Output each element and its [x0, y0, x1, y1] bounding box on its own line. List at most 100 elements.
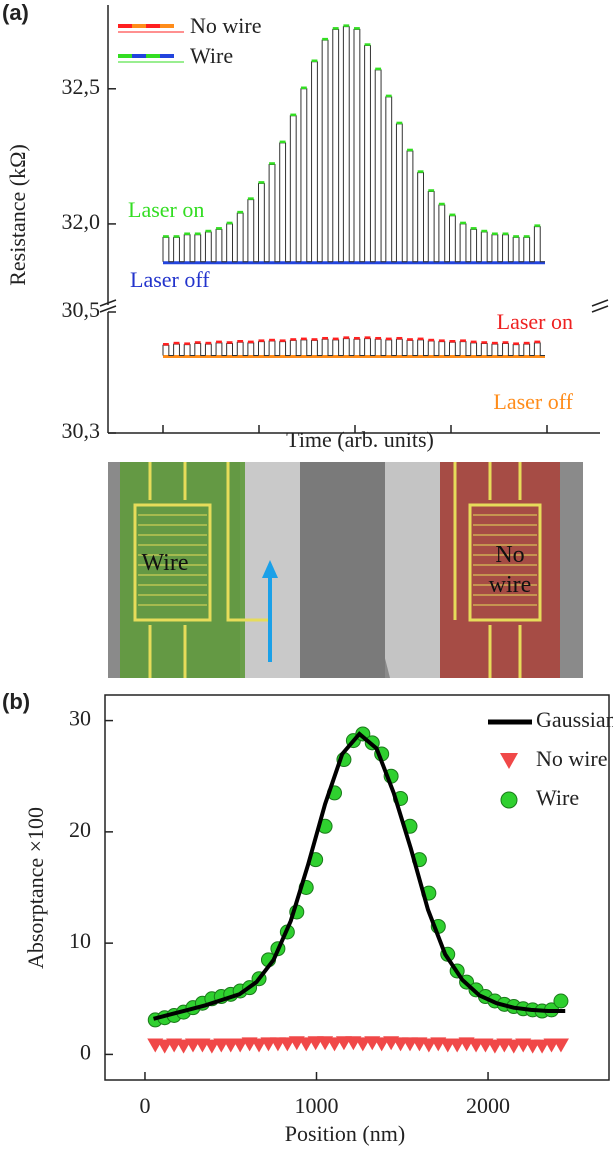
pulse — [407, 151, 418, 262]
x-axis-label: Time (arb. units) — [286, 427, 434, 452]
pulse — [184, 345, 195, 356]
pulse — [354, 339, 365, 355]
pulse — [269, 164, 280, 261]
pulse — [322, 40, 333, 262]
image-label: No wire — [475, 540, 545, 600]
y-tick-label: 30 — [69, 706, 91, 731]
annotation: Laser on — [497, 309, 573, 334]
pulse — [163, 237, 174, 261]
pulse — [386, 340, 397, 356]
pulse — [248, 343, 259, 356]
pulse — [386, 97, 397, 262]
pulse — [248, 200, 259, 262]
pulse — [439, 342, 450, 356]
pulse — [259, 183, 270, 261]
pulse — [396, 124, 407, 262]
pulse — [375, 70, 386, 262]
annotation: Laser off — [493, 389, 573, 414]
pulse — [534, 343, 545, 356]
pulse — [471, 229, 482, 261]
circle-marker — [554, 994, 568, 1008]
annotation: Laser on — [128, 197, 204, 222]
pulse — [428, 191, 439, 261]
pulse — [503, 235, 514, 262]
legend-swatch — [500, 753, 518, 769]
x-tick-label: 1000 — [295, 1093, 339, 1118]
pulse — [343, 339, 354, 356]
pulse — [312, 340, 323, 355]
pulse — [481, 232, 492, 262]
pulse — [205, 232, 216, 262]
pulse — [418, 340, 429, 356]
pulse — [450, 216, 461, 262]
pulse — [280, 143, 291, 262]
pulse — [333, 29, 344, 261]
pulse — [534, 227, 545, 262]
pulse — [237, 213, 248, 262]
pulse — [333, 340, 344, 356]
plot-frame — [105, 695, 609, 1080]
legend-label: Gaussian fit — [536, 707, 613, 732]
pulse — [492, 344, 503, 355]
pulse — [216, 229, 227, 261]
panel-label: (a) — [2, 0, 29, 25]
pulse — [407, 340, 418, 355]
x-tick-label: 2000 — [466, 1093, 510, 1118]
pulse — [343, 27, 354, 262]
x-tick-label: 0 — [139, 1093, 150, 1118]
legend-label: No wire — [190, 13, 261, 38]
legend-swatch — [501, 792, 517, 808]
y-axis-label: Absorptance ×100 — [23, 807, 48, 969]
y-tick-label: 20 — [69, 817, 91, 842]
annotation: Laser off — [130, 267, 210, 292]
y-tick-label: 10 — [69, 928, 91, 953]
pulse — [513, 237, 524, 261]
pulse — [259, 342, 270, 356]
figure: 32,5 32,0 Laser on Laser off (a) Resistance (… — [0, 0, 613, 1150]
pulse — [322, 339, 333, 355]
pulse — [513, 345, 524, 356]
pulse — [365, 339, 376, 356]
pulse — [439, 205, 450, 262]
pulse — [237, 342, 248, 355]
pulse — [312, 62, 323, 262]
pulse — [503, 343, 514, 355]
image-label: Wire — [125, 548, 205, 578]
y-tick-label: 30,3 — [62, 418, 101, 443]
pulse — [290, 116, 301, 262]
y-tick-label: 32,5 — [62, 74, 101, 99]
pulse — [396, 339, 407, 355]
panel-label: (b) — [2, 689, 30, 714]
x-axis-label: Position (nm) — [285, 1121, 405, 1146]
pulse — [460, 342, 471, 356]
pulse — [227, 224, 238, 262]
y-tick-label: 0 — [80, 1039, 91, 1064]
pulse — [524, 237, 535, 261]
pulse — [216, 343, 227, 356]
y-tick-label: 30,5 — [62, 297, 101, 322]
pulse — [174, 237, 185, 261]
pulse — [280, 342, 291, 356]
legend-label: Wire — [536, 785, 579, 810]
pulse — [460, 224, 471, 262]
pulse — [375, 339, 386, 355]
y-axis-label: Resistance (kΩ) — [5, 144, 30, 286]
legend-label: No wire — [536, 746, 607, 771]
pulse — [269, 341, 280, 356]
pulse — [290, 340, 301, 355]
pulse — [354, 29, 365, 261]
pulse — [195, 235, 206, 262]
pulse — [428, 341, 439, 356]
pulse — [418, 173, 429, 262]
pulse — [163, 345, 174, 355]
pulse — [365, 46, 376, 262]
pulse — [492, 235, 503, 262]
fit-line — [154, 734, 566, 1019]
pulse — [205, 344, 216, 355]
pulse — [184, 235, 195, 262]
y-tick-label: 32,0 — [62, 209, 101, 234]
pulse — [301, 340, 312, 356]
pulse — [524, 344, 535, 355]
pulse — [195, 343, 206, 355]
pulse — [301, 89, 312, 262]
